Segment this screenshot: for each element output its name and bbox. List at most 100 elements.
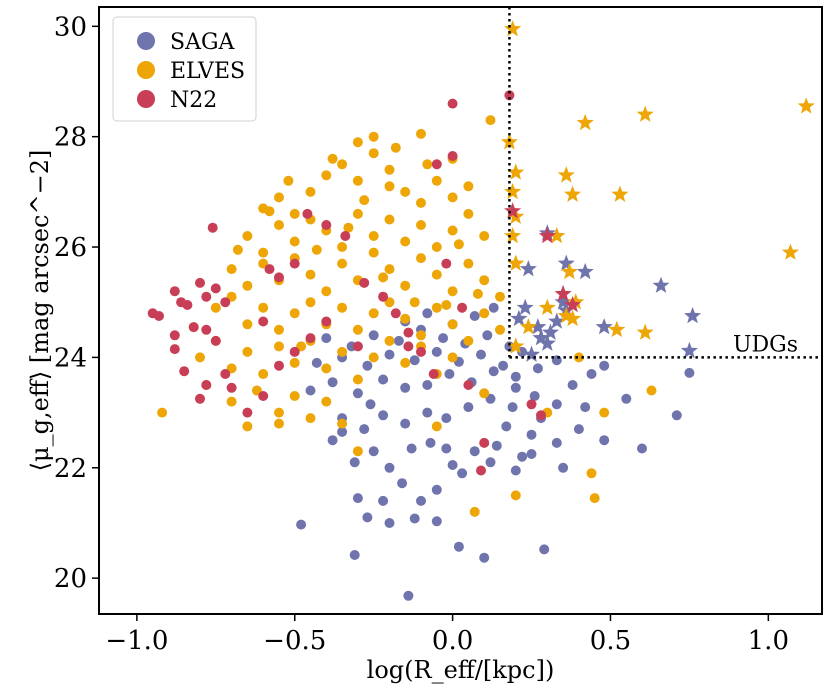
n22-point-29: [340, 231, 351, 241]
saga-point-57: [599, 360, 610, 371]
elves-point-57: [258, 302, 269, 313]
elves-point-11: [431, 175, 442, 186]
n22-point-50: [188, 322, 199, 333]
elves-point-100: [242, 421, 253, 432]
elves-point-49: [431, 269, 442, 280]
n22-point-44: [463, 380, 474, 390]
elves-star-6: [507, 254, 525, 271]
elves-point-94: [289, 391, 300, 401]
saga-point-44: [671, 410, 682, 421]
y-tick-label-1: 22: [54, 454, 87, 484]
n22-point-2: [169, 286, 180, 297]
elves-star-0: [504, 20, 522, 37]
elves-star-21: [519, 318, 537, 335]
elves-point-35: [479, 231, 490, 241]
saga-point-5: [409, 513, 420, 524]
elves-star-18: [564, 309, 582, 327]
elves-point-125: [264, 206, 275, 217]
n22-point-9: [201, 291, 212, 302]
elves-point-30: [400, 236, 411, 247]
n22-point-45: [504, 90, 515, 101]
saga-point-26: [526, 429, 537, 440]
n22-point-33: [403, 327, 414, 338]
saga-point-41: [551, 399, 562, 410]
n22-point-10: [210, 283, 221, 294]
n22-point-7: [179, 366, 190, 377]
elves-point-53: [495, 291, 505, 302]
elves-point-56: [242, 319, 253, 330]
n22-point-42: [476, 465, 486, 476]
n22-point-11: [220, 297, 231, 308]
elves-point-99: [157, 407, 168, 418]
elves-point-108: [589, 493, 600, 504]
elves-star-17: [608, 320, 626, 338]
elves-star-11: [576, 113, 594, 131]
n22-point-27: [302, 208, 313, 219]
elves-point-29: [384, 214, 395, 225]
elves-star-2: [507, 163, 525, 180]
elves-point-117: [311, 244, 322, 255]
x-tick-label-3: 0.5: [590, 626, 631, 656]
n22-point-36: [441, 258, 452, 269]
elves-star-13: [636, 105, 654, 122]
n22-point-31: [378, 291, 389, 302]
elves-point-89: [447, 352, 458, 363]
elves-point-79: [289, 357, 300, 368]
saga-point-61: [362, 360, 373, 371]
elves-point-116: [359, 195, 370, 206]
elves-point-46: [384, 264, 395, 275]
saga-star-4: [652, 276, 670, 293]
saga-point-16: [558, 462, 569, 473]
elves-point-72: [495, 324, 505, 335]
legend-marker-saga: [137, 32, 155, 50]
saga-point-91: [441, 443, 452, 454]
elves-point-37: [242, 280, 253, 291]
saga-point-93: [621, 393, 632, 404]
elves-point-48: [416, 253, 426, 264]
saga-point-7: [453, 541, 464, 552]
elves-point-8: [384, 164, 395, 175]
saga-point-46: [327, 377, 338, 388]
saga-star-13: [538, 334, 556, 351]
n22-point-4: [182, 300, 193, 310]
saga-star-6: [680, 341, 698, 359]
elves-point-118: [283, 175, 294, 186]
y-tick-label-5: 30: [54, 12, 87, 42]
elves-star-5: [504, 227, 522, 244]
elves-point-22: [274, 220, 284, 230]
elves-star-15: [781, 243, 799, 260]
elves-point-16: [416, 128, 426, 139]
elves-point-113: [573, 352, 584, 363]
saga-point-6: [431, 516, 442, 527]
saga-point-39: [507, 402, 518, 413]
elves-point-43: [337, 258, 348, 269]
elves-point-111: [646, 385, 657, 396]
elves-point-26: [337, 242, 348, 252]
saga-point-42: [580, 402, 591, 413]
saga-star-9: [541, 323, 559, 340]
saga-star-2: [576, 262, 594, 280]
saga-star-1: [557, 254, 575, 271]
elves-point-34: [463, 208, 474, 219]
y-tick-label-0: 20: [54, 564, 87, 594]
elves-point-104: [479, 388, 490, 399]
elves-point-1: [274, 192, 284, 203]
saga-point-28: [573, 424, 584, 435]
saga-point-11: [416, 495, 426, 506]
saga-point-94: [567, 380, 578, 390]
elves-point-63: [352, 324, 363, 335]
saga-point-15: [517, 451, 528, 462]
legend-marker-elves: [137, 61, 155, 79]
elves-point-10: [416, 197, 426, 208]
elves-star-9: [557, 166, 575, 183]
saga-point-29: [599, 435, 610, 446]
elves-point-78: [274, 341, 284, 352]
elves-point-76: [242, 346, 253, 357]
elves-point-52: [479, 275, 490, 286]
n22-point-15: [201, 380, 212, 390]
elves-point-42: [321, 286, 332, 297]
elves-star-16: [636, 323, 654, 340]
saga-point-53: [488, 366, 499, 377]
elves-point-28: [368, 231, 379, 241]
